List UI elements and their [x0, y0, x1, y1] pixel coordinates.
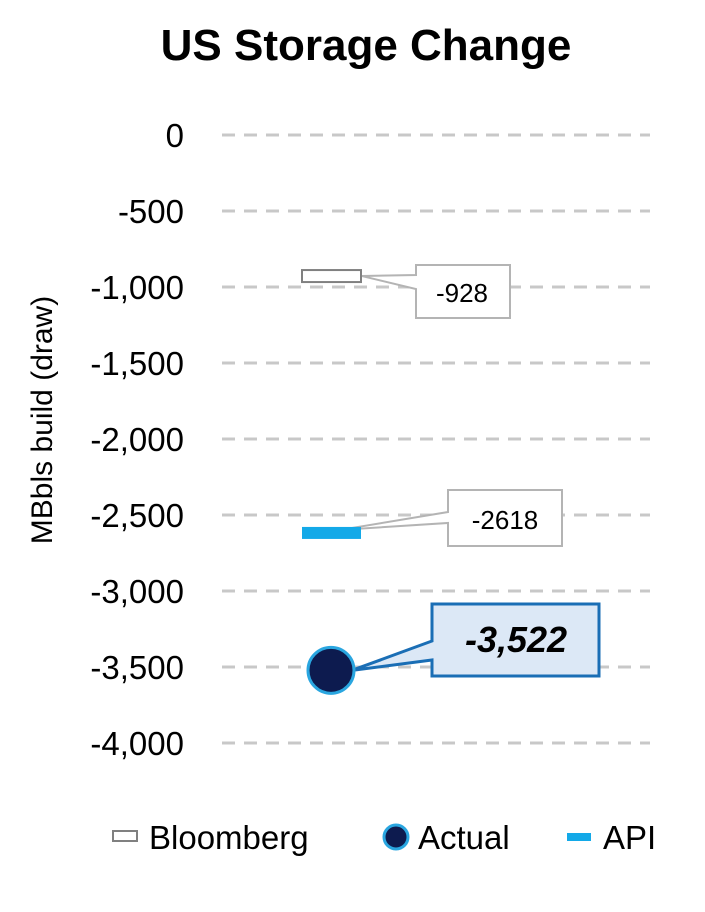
chart-title: US Storage Change	[161, 21, 572, 70]
y-axis-label: MBbls build (draw)	[26, 296, 59, 544]
api-callout-label: -2618	[472, 505, 539, 535]
api-marker	[302, 526, 361, 539]
actual-marker	[306, 645, 356, 695]
legend-bloomberg-label: Bloomberg	[149, 819, 309, 856]
legend-api-label: API	[603, 819, 656, 856]
legend-actual-swatch	[382, 823, 410, 851]
actual-callout-box	[351, 602, 601, 678]
bloomberg-callout-label: -928	[436, 278, 488, 308]
y-tick-label: -2,000	[90, 421, 184, 458]
api-callout-box	[339, 489, 563, 547]
y-tick-label: -4,000	[90, 725, 184, 762]
y-tick-labels: 0 -500 -1,000 -1,500 -2,000 -2,500 -3,000 -3,50…	[90, 117, 184, 762]
legend-bloomberg-swatch	[112, 830, 138, 842]
legend-actual-label: Actual	[418, 819, 510, 856]
data-marks	[301, 269, 362, 695]
actual-callout-label: -3,522	[465, 619, 567, 660]
y-tick-label: -500	[118, 193, 184, 230]
bloomberg-callout-box	[361, 264, 511, 319]
y-tick-label: -1,500	[90, 345, 184, 382]
y-tick-label: -3,500	[90, 649, 184, 686]
legend: Bloomberg Actual API	[112, 819, 656, 856]
legend-api-swatch	[567, 833, 591, 841]
bloomberg-marker	[301, 269, 362, 284]
y-tick-label: -3,000	[90, 573, 184, 610]
y-tick-label: 0	[166, 117, 184, 154]
y-tick-label: -1,000	[90, 269, 184, 306]
data-callouts: -928 -2618 -3,522	[339, 264, 601, 678]
y-tick-label: -2,500	[90, 497, 184, 534]
